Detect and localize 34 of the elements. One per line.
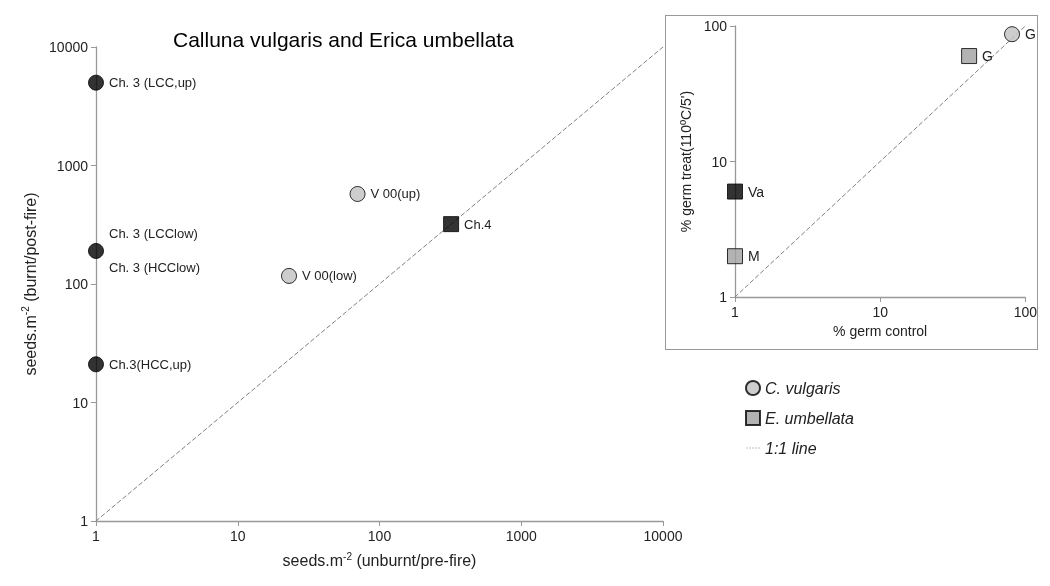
x-tick-label: 10: [872, 304, 889, 320]
y-axis-title: seeds.m-2 (burnt/post-fire): [20, 192, 39, 376]
y-axis-title: % germ treat(110ºC/5'): [677, 90, 694, 233]
annotation: G: [982, 48, 993, 65]
annotation: Ch. 3 (HCClow): [109, 260, 201, 276]
annotation: Ch. 3 (LCClow): [109, 226, 198, 242]
annotation: M: [748, 248, 760, 265]
annotation: V 00(up): [370, 186, 421, 202]
annotation: Ch.3(HCC,up): [109, 356, 192, 372]
x-tick-label: 100: [1013, 304, 1038, 320]
y-tick-label: 1: [719, 289, 728, 305]
y-tick-label: 10000: [49, 39, 89, 55]
chart-title: Calluna vulgaris and Erica umbellata: [173, 28, 515, 51]
y-tick-label: 1: [80, 513, 89, 529]
x-tick-label: 1: [731, 304, 740, 320]
x-tick-label: 1000: [505, 528, 538, 544]
y-tick-label: 10: [72, 394, 89, 411]
x-tick-label: 10: [229, 528, 246, 544]
annotation: Va: [748, 183, 765, 200]
annotation: V 00(low): [302, 268, 357, 284]
x-tick-label: 10000: [643, 528, 683, 544]
annotation: Ch.4: [464, 216, 492, 232]
y-tick-label: 100: [703, 18, 728, 34]
x-tick-label: 100: [367, 528, 392, 544]
legend-label: 1:1 line: [765, 439, 817, 457]
annotation: Ch. 3 (LCC,up): [109, 75, 197, 91]
x-tick-label: 1: [92, 528, 101, 544]
y-tick-label: 10: [711, 153, 728, 170]
x-axis-title: % germ control: [833, 322, 928, 339]
y-tick-label: 1000: [56, 157, 89, 174]
legend-label: C. vulgaris: [765, 379, 841, 397]
y-tick-label: 100: [64, 276, 89, 292]
legend-label: E. umbellata: [765, 409, 855, 427]
annotation: G: [1025, 26, 1036, 43]
